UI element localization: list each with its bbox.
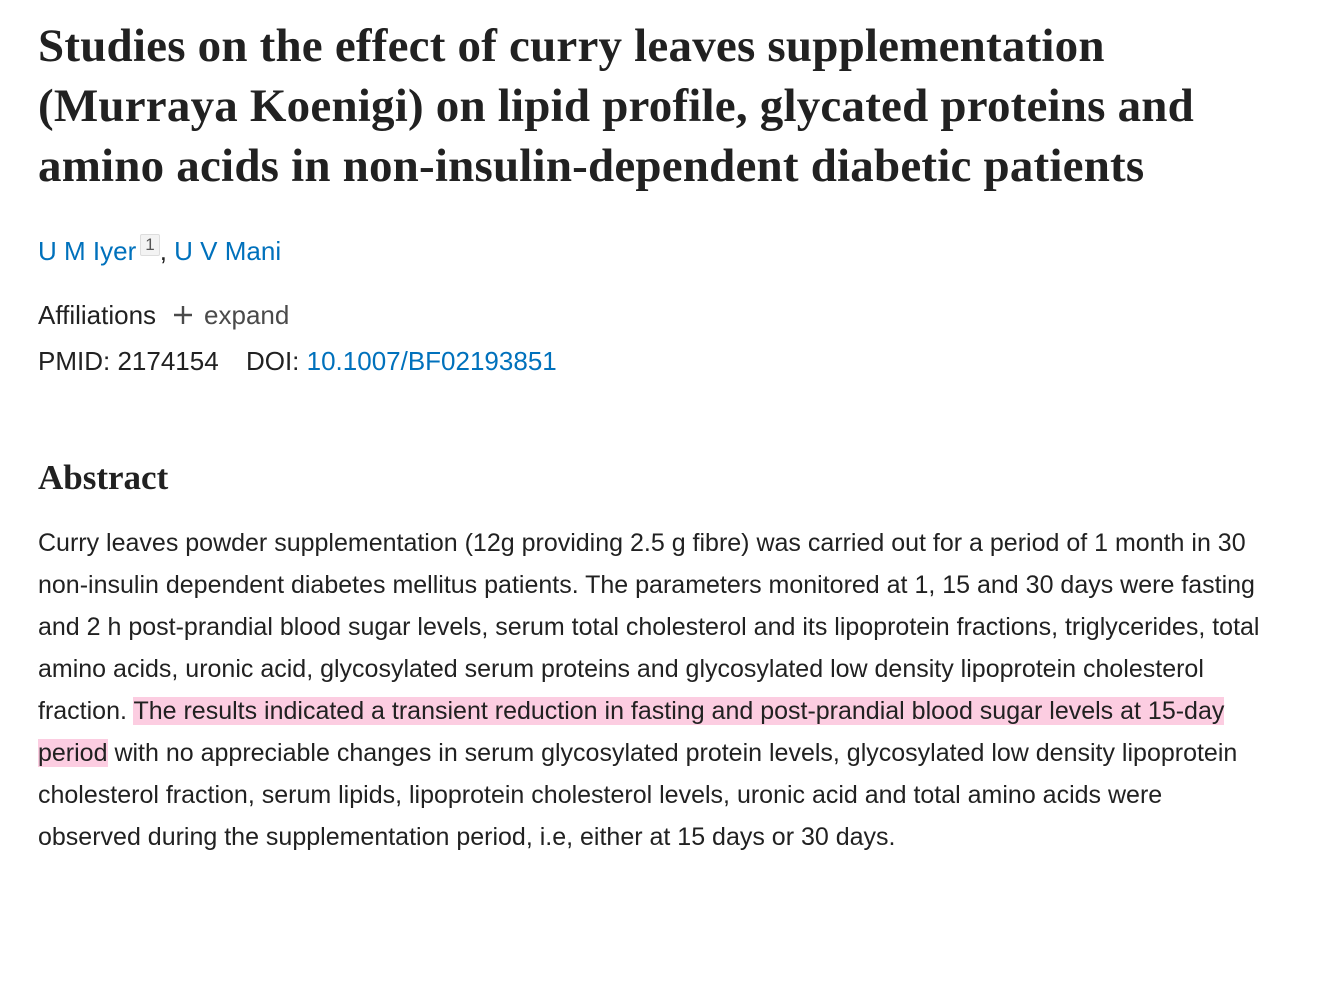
- affiliations: Affiliations expand: [38, 298, 1268, 332]
- author-link[interactable]: U M Iyer: [38, 236, 137, 266]
- expand-label: expand: [204, 300, 290, 330]
- pmid-label: PMID:: [38, 346, 111, 376]
- pmid-value: 2174154: [117, 346, 219, 376]
- doi-link[interactable]: 10.1007/BF02193851: [306, 346, 557, 376]
- abstract-part: with no appreciable changes in serum gly…: [38, 739, 1238, 851]
- abstract-text: Curry leaves powder supplementation (12g…: [38, 522, 1263, 858]
- author-list: U M Iyer 1, U V Mani: [38, 234, 1268, 268]
- article: Studies on the effect of curry leaves su…: [38, 0, 1268, 858]
- author-separator: ,: [159, 236, 167, 266]
- affiliation-ref[interactable]: 1: [140, 234, 160, 256]
- article-title: Studies on the effect of curry leaves su…: [38, 20, 1194, 192]
- plus-icon: [174, 306, 193, 324]
- expand-toggle[interactable]: expand: [170, 298, 289, 332]
- identifiers: PMID: 2174154 DOI: 10.1007/BF02193851: [38, 344, 1268, 378]
- abstract-part: Curry leaves powder supplementation (12g…: [38, 529, 1260, 725]
- author-link[interactable]: U V Mani: [174, 236, 282, 266]
- abstract-heading: Abstract: [38, 458, 169, 497]
- doi-label: DOI:: [245, 346, 300, 376]
- affiliations-label: Affiliations: [38, 300, 157, 330]
